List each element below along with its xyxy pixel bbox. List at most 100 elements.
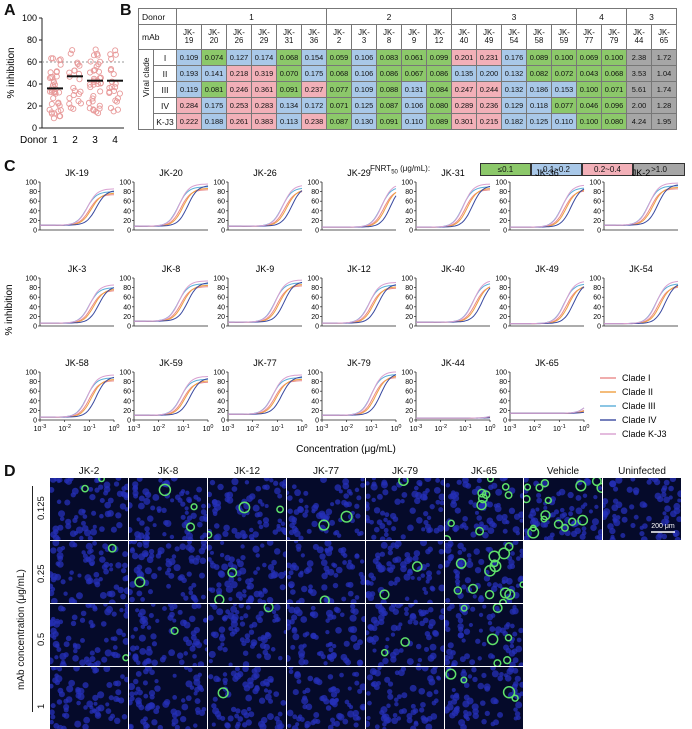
nucleus bbox=[384, 532, 389, 537]
nucleus bbox=[590, 524, 596, 530]
nucleus bbox=[267, 713, 274, 720]
nucleus bbox=[491, 613, 496, 618]
plot-ytick-label: 60 bbox=[217, 389, 225, 396]
table-cell: 0.200 bbox=[477, 66, 502, 82]
plot-ytick-label: 40 bbox=[123, 208, 131, 215]
nucleus bbox=[421, 527, 425, 531]
nucleus bbox=[58, 510, 65, 517]
table-cell: 0.109 bbox=[177, 50, 202, 66]
legend-label: Clade I bbox=[622, 373, 651, 383]
nucleus bbox=[258, 637, 263, 642]
nucleus bbox=[192, 643, 197, 648]
table-mab-label: JK-2 bbox=[327, 25, 352, 50]
nucleus bbox=[252, 642, 257, 647]
nucleus bbox=[517, 638, 522, 643]
nucleus bbox=[121, 568, 126, 573]
nucleus bbox=[258, 499, 263, 504]
nucleus bbox=[236, 722, 241, 727]
nucleus bbox=[486, 518, 493, 525]
table-cell: 4.24 bbox=[627, 114, 652, 130]
nucleus bbox=[129, 597, 135, 603]
nucleus bbox=[219, 635, 225, 641]
nucleus bbox=[257, 617, 263, 623]
table-clade-row-label: I bbox=[154, 50, 177, 66]
plot-ytick-label: 100 bbox=[25, 276, 37, 283]
clade-curve bbox=[510, 189, 584, 227]
nucleus bbox=[178, 610, 183, 615]
nucleus bbox=[61, 546, 65, 550]
clade-curve bbox=[134, 187, 208, 226]
nucleus bbox=[326, 610, 333, 617]
plot-xtick-label: 10-1 bbox=[83, 424, 96, 433]
plot-ytick-label: 80 bbox=[405, 285, 413, 292]
nucleus bbox=[154, 679, 158, 683]
clade-curve bbox=[322, 192, 396, 227]
micrograph-tile bbox=[129, 478, 207, 540]
nucleus bbox=[418, 658, 422, 662]
table-cell: 0.218 bbox=[227, 66, 252, 82]
nucleus bbox=[54, 574, 61, 581]
table-cell: 0.043 bbox=[577, 66, 602, 82]
table-cell: 0.361 bbox=[252, 82, 277, 98]
nucleus bbox=[455, 588, 460, 593]
nucleus bbox=[334, 573, 339, 578]
nucleus bbox=[181, 515, 186, 520]
nucleus bbox=[81, 521, 86, 526]
plot-ytick-label: 60 bbox=[123, 199, 131, 206]
nucleus bbox=[157, 566, 161, 570]
nucleus bbox=[179, 543, 186, 550]
table-cell: 0.125 bbox=[352, 98, 377, 114]
plot-xtick-label: 10-3 bbox=[128, 424, 141, 433]
nucleus bbox=[199, 516, 205, 522]
nucleus bbox=[515, 711, 521, 717]
nucleus bbox=[114, 584, 120, 590]
nucleus bbox=[137, 542, 143, 548]
nucleus bbox=[162, 701, 169, 708]
nucleus bbox=[348, 686, 352, 690]
nucleus bbox=[457, 480, 462, 485]
nucleus bbox=[448, 642, 454, 648]
micrograph-tile bbox=[445, 478, 523, 540]
nucleus bbox=[509, 650, 516, 657]
nucleus bbox=[607, 523, 614, 530]
plot-xtick-label: 10-3 bbox=[222, 424, 235, 433]
nucleus bbox=[438, 564, 443, 569]
clade-curve bbox=[228, 280, 302, 322]
nucleus bbox=[491, 523, 496, 528]
nucleus bbox=[334, 530, 339, 535]
nucleus bbox=[477, 478, 482, 483]
table-mab-label: JK-36 bbox=[302, 25, 327, 50]
table-cell: 0.383 bbox=[252, 114, 277, 130]
table-cell: 0.135 bbox=[452, 66, 477, 82]
plot-title: JK-9 bbox=[256, 264, 275, 274]
nucleus bbox=[63, 713, 69, 719]
table-cell: 0.176 bbox=[502, 50, 527, 66]
nucleus bbox=[493, 719, 499, 725]
nucleus bbox=[405, 597, 410, 602]
nucleus bbox=[225, 497, 230, 502]
nucleus bbox=[191, 594, 197, 600]
plot-ytick-label: 80 bbox=[311, 379, 319, 386]
nucleus bbox=[512, 632, 517, 637]
clade-curve bbox=[134, 186, 208, 226]
nucleus bbox=[569, 506, 574, 511]
plot-title: JK-31 bbox=[441, 168, 465, 178]
nucleus bbox=[223, 672, 227, 676]
nucleus bbox=[386, 567, 390, 571]
nucleus bbox=[101, 621, 107, 627]
nucleus bbox=[415, 492, 422, 499]
nucleus bbox=[453, 528, 457, 532]
micrograph-tile bbox=[129, 604, 207, 666]
nucleus bbox=[109, 563, 113, 567]
nucleus bbox=[139, 495, 145, 501]
nucleus bbox=[120, 594, 126, 600]
table-mab-label: JK-20 bbox=[202, 25, 227, 50]
nucleus bbox=[336, 713, 343, 720]
table-cell: 0.319 bbox=[252, 66, 277, 82]
nucleus bbox=[507, 564, 512, 569]
nucleus bbox=[151, 719, 157, 725]
nucleus bbox=[371, 617, 378, 624]
